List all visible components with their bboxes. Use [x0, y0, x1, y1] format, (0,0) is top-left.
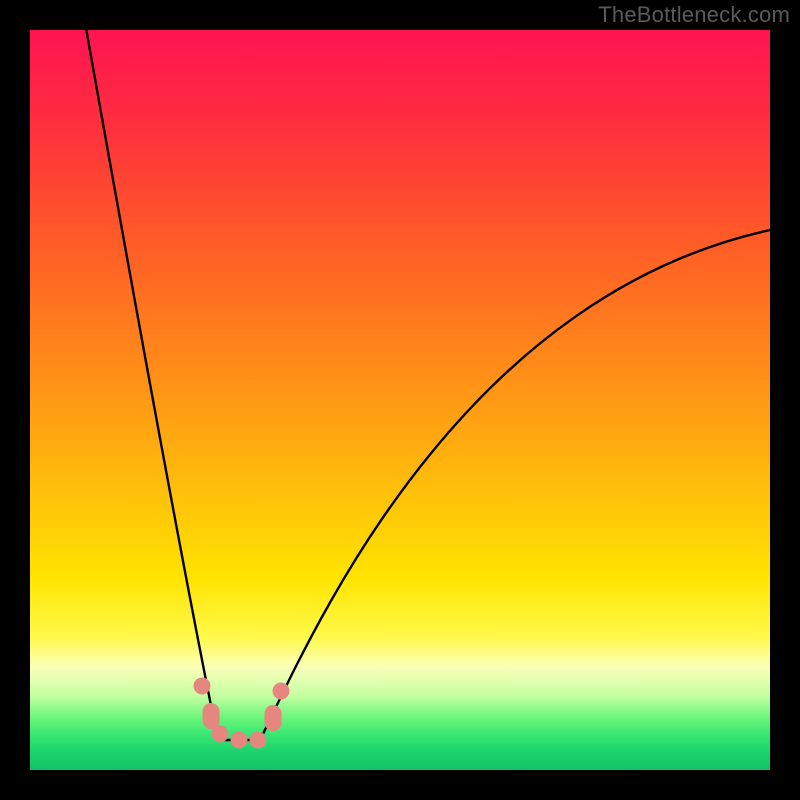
plot-background-gradient — [30, 30, 770, 770]
marker-dot — [273, 683, 290, 700]
marker-dot — [194, 678, 211, 695]
marker-pill — [203, 703, 220, 729]
marker-dot — [212, 726, 229, 743]
watermark-text: TheBottleneck.com — [598, 2, 790, 28]
chart-stage: TheBottleneck.com — [0, 0, 800, 800]
marker-pill — [265, 705, 282, 731]
marker-dot — [231, 732, 248, 749]
marker-dot — [250, 732, 267, 749]
bottleneck-chart — [0, 0, 800, 800]
